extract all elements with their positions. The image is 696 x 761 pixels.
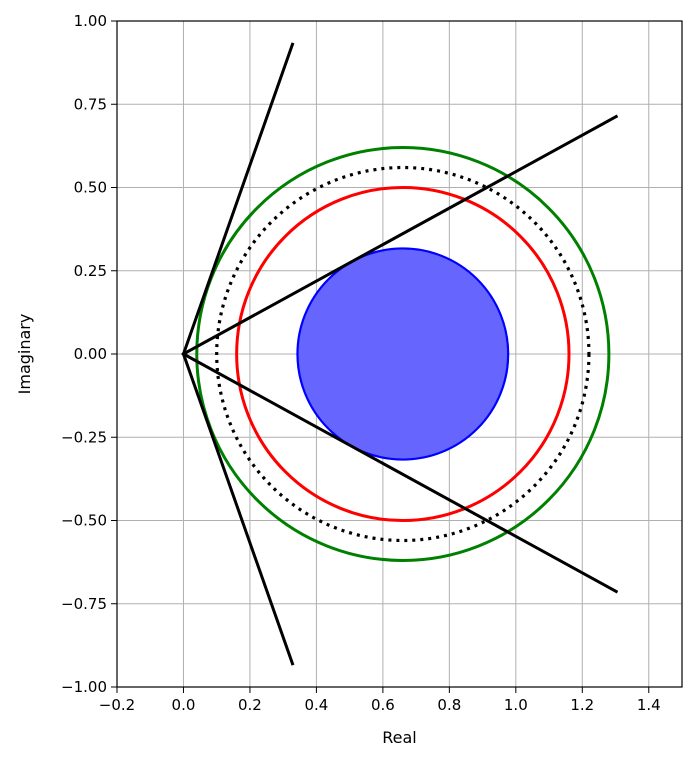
- x-tick-label: 0.0: [172, 696, 196, 714]
- x-axis-label: Real: [382, 728, 417, 747]
- x-tick-label: 0.2: [238, 696, 262, 714]
- outer-green-circle: [195, 146, 611, 562]
- y-tick-label: −0.50: [61, 512, 107, 530]
- y-axis-label: Imaginary: [15, 314, 34, 395]
- y-tick-label: 0.50: [74, 179, 107, 197]
- y-tick-label: 1.00: [74, 12, 107, 30]
- x-tick-label: −0.2: [99, 696, 135, 714]
- red-circle: [235, 186, 571, 522]
- ray-line-4: [181, 351, 619, 594]
- x-tick-label: 1.0: [504, 696, 528, 714]
- y-tick-label: 0.00: [74, 345, 107, 363]
- y-tick-label: −0.75: [61, 595, 107, 613]
- blue-filled-disk: [296, 247, 510, 461]
- y-tick-label: −1.00: [61, 678, 107, 696]
- plot-area: [181, 42, 619, 666]
- y-tick-label: 0.75: [74, 95, 107, 113]
- x-tick-label: 1.2: [570, 696, 594, 714]
- x-tick-label: 0.8: [437, 696, 461, 714]
- ray-line-1: [181, 42, 295, 356]
- ticks: −0.2 0.0 0.2 0.4 0.6 0.8 1.0 1.2 1.4 −1.00 −0.75 −0…: [61, 12, 661, 714]
- x-tick-label: 1.4: [637, 696, 661, 714]
- x-tick-label: 0.6: [371, 696, 395, 714]
- ray-line-2: [181, 352, 295, 666]
- ray-line-3: [181, 114, 619, 357]
- y-tick-label: −0.25: [61, 428, 107, 446]
- x-tick-label: 0.4: [304, 696, 328, 714]
- dotted-black-circle: [215, 165, 591, 543]
- y-tick-label: 0.25: [74, 262, 107, 280]
